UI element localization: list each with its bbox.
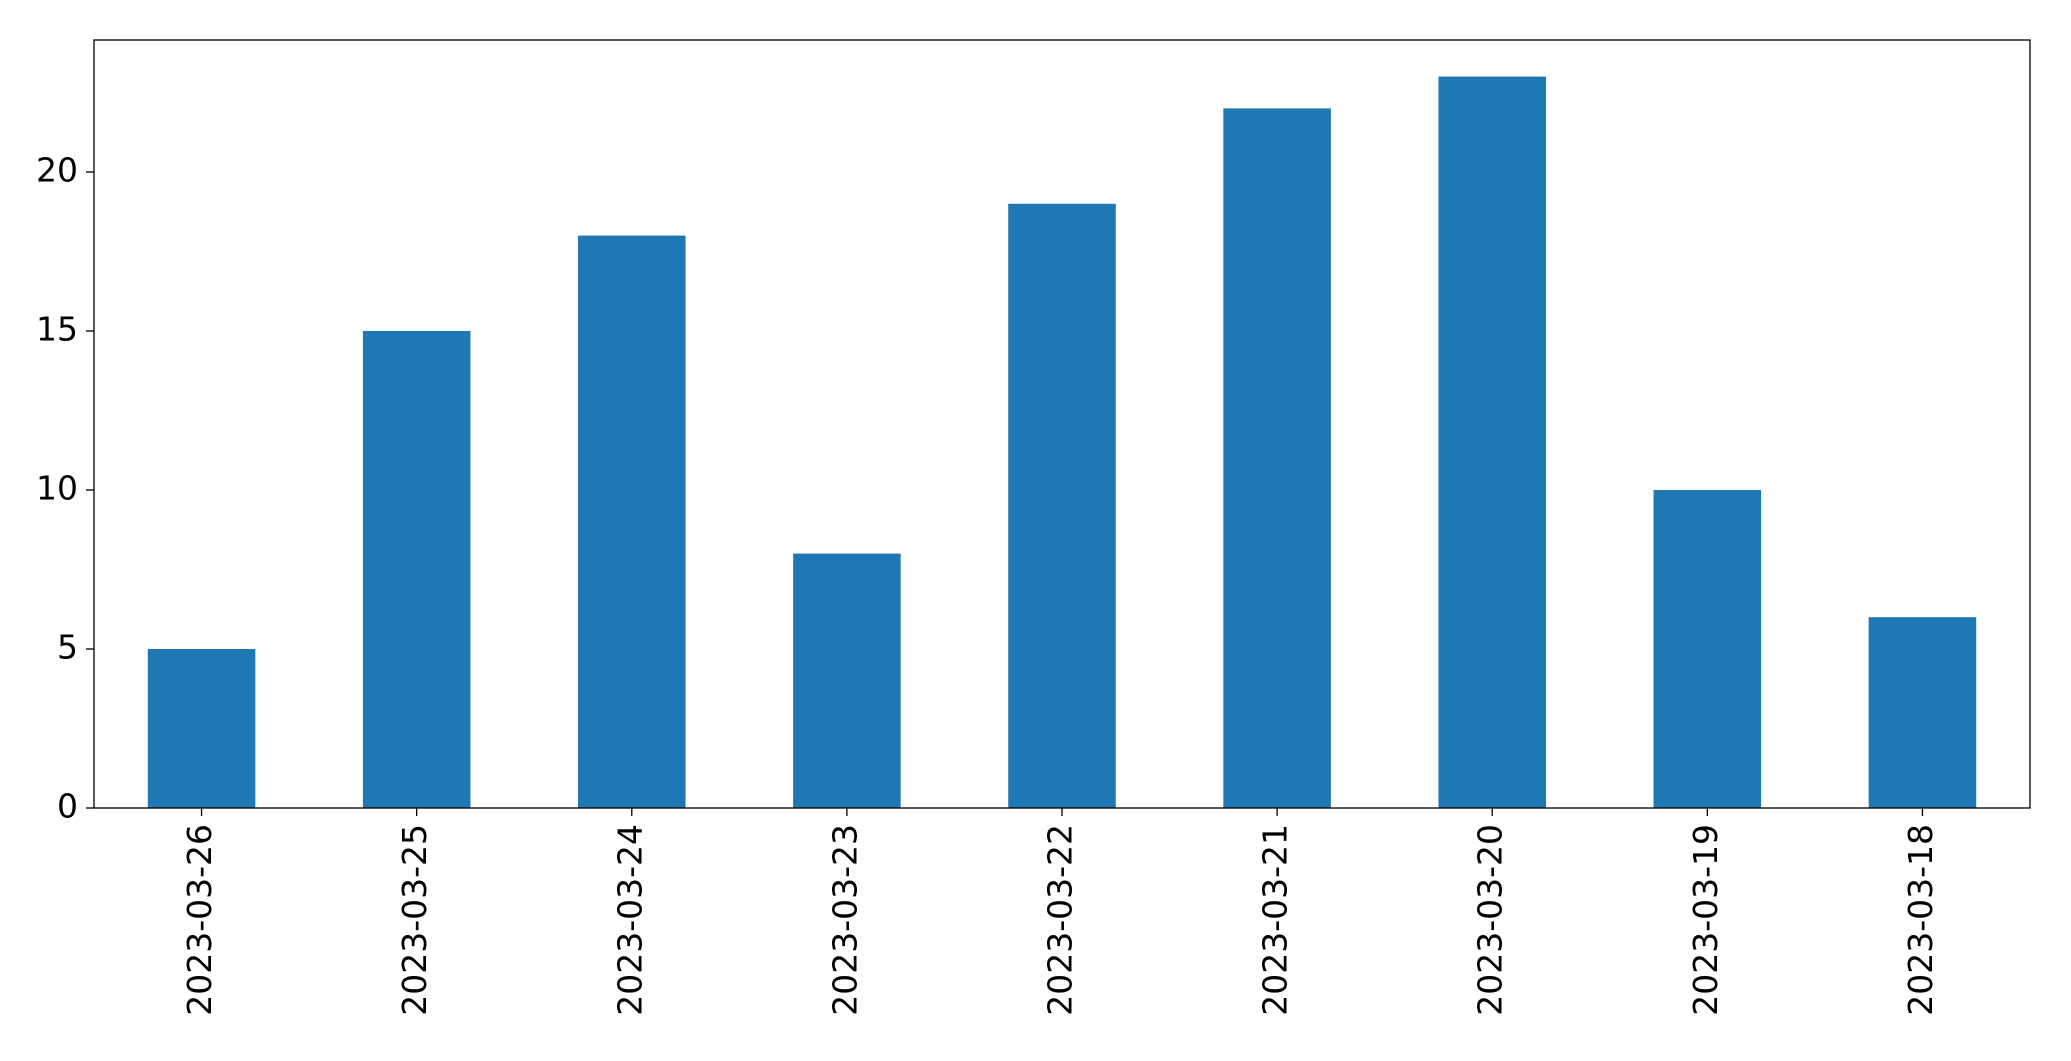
x-tick-label: 2023-03-22 bbox=[1041, 824, 1080, 1016]
bar bbox=[147, 648, 256, 808]
bar bbox=[1223, 108, 1331, 808]
bar bbox=[1868, 617, 1977, 808]
bar bbox=[362, 330, 471, 808]
y-tick-label: 20 bbox=[36, 150, 78, 189]
y-tick-label: 0 bbox=[57, 787, 78, 826]
y-tick-label: 10 bbox=[36, 468, 78, 507]
x-tick-label: 2023-03-24 bbox=[610, 824, 649, 1016]
x-tick-label: 2023-03-21 bbox=[1256, 824, 1295, 1016]
y-tick-label: 5 bbox=[57, 627, 78, 666]
bar bbox=[1653, 489, 1762, 808]
bar bbox=[1008, 203, 1116, 809]
x-tick-label: 2023-03-20 bbox=[1471, 824, 1510, 1016]
bar bbox=[1438, 76, 1546, 809]
x-tick-label: 2023-03-23 bbox=[825, 824, 864, 1016]
bar bbox=[578, 235, 686, 808]
x-tick-label: 2023-03-19 bbox=[1686, 824, 1725, 1016]
x-tick-label: 2023-03-25 bbox=[395, 824, 434, 1016]
y-tick-label: 15 bbox=[36, 309, 78, 348]
x-tick-label: 2023-03-18 bbox=[1901, 824, 1940, 1016]
x-tick-label: 2023-03-26 bbox=[180, 824, 219, 1016]
bar bbox=[793, 553, 901, 808]
